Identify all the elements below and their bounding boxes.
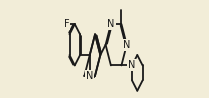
Text: N: N — [86, 71, 93, 81]
Text: N: N — [107, 19, 115, 29]
Text: F: F — [64, 19, 69, 29]
Text: N: N — [123, 40, 130, 50]
Text: N: N — [128, 60, 136, 70]
